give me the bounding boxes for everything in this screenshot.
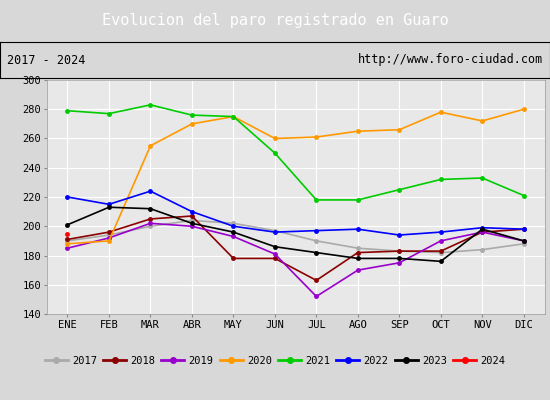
Text: 2017 - 2024: 2017 - 2024 [7, 54, 85, 66]
Text: http://www.foro-ciudad.com: http://www.foro-ciudad.com [358, 54, 543, 66]
Text: Evolucion del paro registrado en Guaro: Evolucion del paro registrado en Guaro [102, 14, 448, 28]
Legend: 2017, 2018, 2019, 2020, 2021, 2022, 2023, 2024: 2017, 2018, 2019, 2020, 2021, 2022, 2023… [41, 352, 509, 370]
